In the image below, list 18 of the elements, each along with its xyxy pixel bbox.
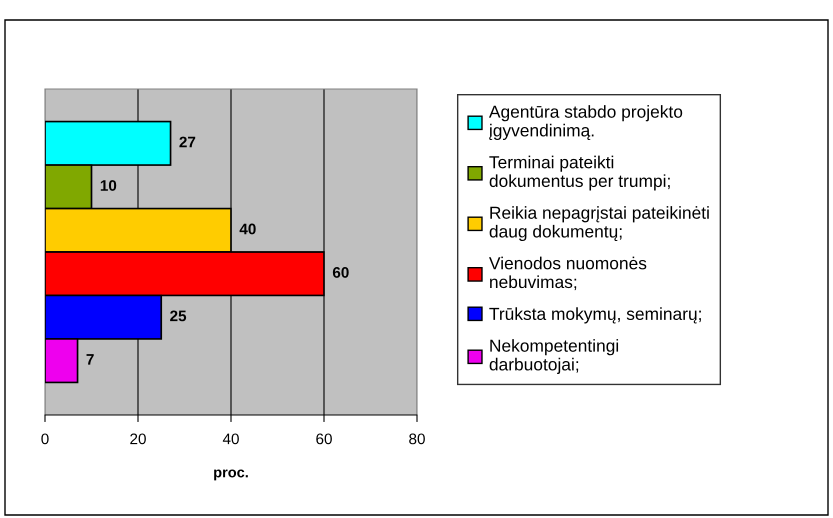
x-axis-title: proc. — [214, 469, 248, 480]
x-tick-label: 80 — [409, 433, 425, 444]
x-tick-label: 20 — [130, 433, 146, 444]
data-label: 7 — [86, 354, 94, 365]
data-label: 60 — [332, 267, 349, 278]
legend-label: Reikia nepagrįstai pateikinėti daug dokumentų; — [490, 206, 709, 242]
data-label: 27 — [179, 136, 196, 148]
legend-label: Trūksta mokymų, seminarų; — [489, 307, 701, 324]
legend-label: Terminai pateikti dokumentus per trumpi; — [489, 156, 670, 191]
x-tick-label: 0 — [41, 433, 49, 444]
data-label: 25 — [170, 310, 186, 322]
legend-label: Nekompetentingi darbuotojai; — [490, 339, 618, 374]
x-tick-label: 40 — [222, 433, 239, 444]
data-label: 10 — [100, 180, 116, 191]
legend-label: Vienodos nuomonės nebuvimas; — [489, 256, 646, 290]
data-label: 40 — [240, 224, 256, 234]
x-tick-label: 60 — [316, 433, 332, 444]
legend-label: Agentūra stabdo projekto įgyvendinimą. — [488, 105, 682, 140]
